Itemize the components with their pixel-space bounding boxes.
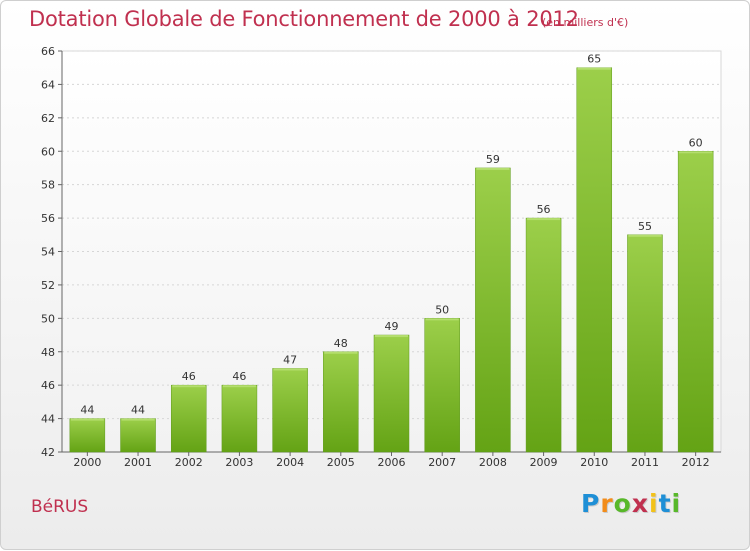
logo-letter: o xyxy=(613,489,632,518)
y-tick-label: 58 xyxy=(41,179,55,192)
bar xyxy=(69,418,106,453)
y-tick-label: 42 xyxy=(41,446,55,459)
x-tick-label: 2011 xyxy=(631,456,659,469)
y-tick-label: 60 xyxy=(41,145,55,158)
bar xyxy=(170,384,207,453)
x-tick-label: 2010 xyxy=(580,456,608,469)
x-tick-label: 2001 xyxy=(124,456,152,469)
bar-highlight xyxy=(70,418,104,421)
bar xyxy=(221,384,258,453)
bar xyxy=(272,368,308,453)
bar-value-label: 44 xyxy=(131,404,145,417)
y-tick-label: 48 xyxy=(41,346,55,359)
bar-value-label: 55 xyxy=(638,220,652,233)
logo-letter: t xyxy=(658,489,672,518)
x-tick-label: 2006 xyxy=(378,456,406,469)
bar xyxy=(323,351,359,453)
x-tick-label: 2002 xyxy=(175,456,203,469)
y-tick-label: 66 xyxy=(41,45,55,58)
logo-letter: P xyxy=(581,489,601,518)
bar xyxy=(373,334,410,453)
bar-value-label: 65 xyxy=(587,53,601,66)
bar-highlight xyxy=(172,385,206,388)
bar-value-label: 46 xyxy=(232,370,246,383)
bar-highlight xyxy=(425,318,459,321)
bar xyxy=(475,167,511,453)
x-tick-label: 2009 xyxy=(530,456,558,469)
bar-highlight xyxy=(628,234,662,237)
bar-highlight xyxy=(273,368,307,371)
logo-letter: r xyxy=(600,489,614,518)
bar-value-label: 56 xyxy=(537,203,551,216)
y-tick-label: 64 xyxy=(41,78,55,91)
y-tick-label: 44 xyxy=(41,413,55,426)
bar-value-label: 60 xyxy=(689,136,703,149)
x-tick-label: 2007 xyxy=(428,456,456,469)
bar xyxy=(627,234,663,453)
logo-letter: i xyxy=(671,489,682,518)
proxiti-logo: Proxiti xyxy=(581,489,681,518)
bar-highlight xyxy=(476,167,510,170)
x-tick-label: 2012 xyxy=(682,456,710,469)
bar-highlight xyxy=(527,218,561,221)
bar-value-label: 48 xyxy=(334,337,348,350)
bar xyxy=(576,67,613,453)
y-tick-label: 52 xyxy=(41,279,55,292)
y-tick-label: 50 xyxy=(41,312,55,325)
y-tick-label: 62 xyxy=(41,112,55,125)
x-tick-label: 2004 xyxy=(276,456,304,469)
y-tick-label: 46 xyxy=(41,379,55,392)
logo-letter: i xyxy=(649,489,659,518)
x-tick-label: 2008 xyxy=(479,456,507,469)
commune-name: BéRUS xyxy=(31,497,89,517)
bar-value-label: 59 xyxy=(486,153,500,166)
bar-value-label: 46 xyxy=(182,370,196,383)
x-tick-label: 2005 xyxy=(327,456,355,469)
bar-highlight xyxy=(222,385,256,388)
bar-value-label: 47 xyxy=(283,353,297,366)
y-tick-label: 56 xyxy=(41,212,55,225)
bar-value-label: 49 xyxy=(385,320,399,333)
bar xyxy=(525,217,562,453)
chart-title: Dotation Globale de Fonctionnement de 20… xyxy=(29,7,579,31)
logo-letter: x xyxy=(631,489,649,518)
x-tick-label: 2000 xyxy=(73,456,101,469)
bar xyxy=(120,418,156,453)
bar-value-label: 50 xyxy=(435,303,449,316)
bar xyxy=(677,151,714,453)
bar-highlight xyxy=(324,351,358,354)
bar xyxy=(424,318,460,453)
bar-highlight xyxy=(577,67,611,70)
bar-highlight xyxy=(121,418,155,421)
bar-highlight xyxy=(375,335,408,338)
bar-value-label: 44 xyxy=(80,404,94,417)
x-tick-label: 2003 xyxy=(225,456,253,469)
y-tick-label: 54 xyxy=(41,246,55,259)
bar-highlight xyxy=(679,151,713,154)
chart-subtitle: (en milliers d'€) xyxy=(542,16,629,29)
